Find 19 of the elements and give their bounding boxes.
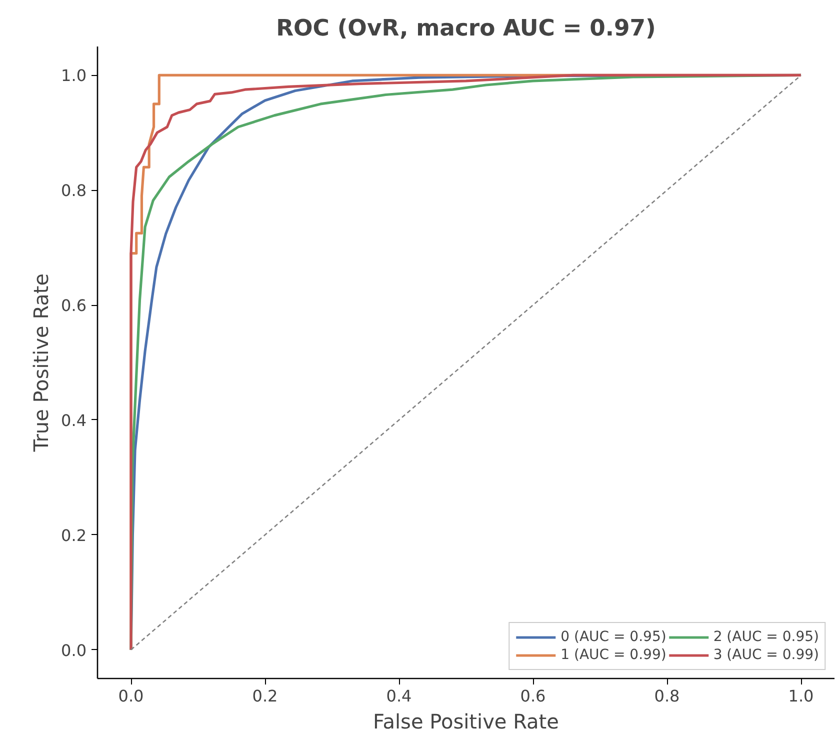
x-tick-label: 0.6 [520, 686, 546, 706]
y-tick-label: 1.0 [61, 66, 87, 86]
x-tick-label: 0.0 [118, 686, 144, 706]
x-tick-label: 1.0 [788, 686, 814, 706]
y-axis-title: True Positive Rate [29, 273, 54, 453]
x-tick-label: 0.8 [654, 686, 680, 706]
y-tick-label: 0.2 [61, 526, 87, 545]
legend-label: 1 (AUC = 0.99) [560, 647, 666, 663]
y-tick-label: 0.6 [61, 296, 87, 316]
y-tick-label: 0.0 [61, 640, 87, 660]
y-tick-label: 0.4 [61, 410, 87, 430]
chart-title: ROC (OvR, macro AUC = 0.97) [276, 16, 656, 42]
legend-label: 0 (AUC = 0.95) [560, 629, 666, 645]
x-tick-label: 0.4 [386, 686, 412, 706]
x-tick-label: 0.2 [252, 686, 278, 706]
x-axis-title: False Positive Rate [373, 710, 559, 734]
legend-label: 3 (AUC = 0.99) [713, 647, 819, 663]
y-tick-label: 0.8 [61, 181, 87, 200]
legend-label: 2 (AUC = 0.95) [713, 629, 819, 645]
